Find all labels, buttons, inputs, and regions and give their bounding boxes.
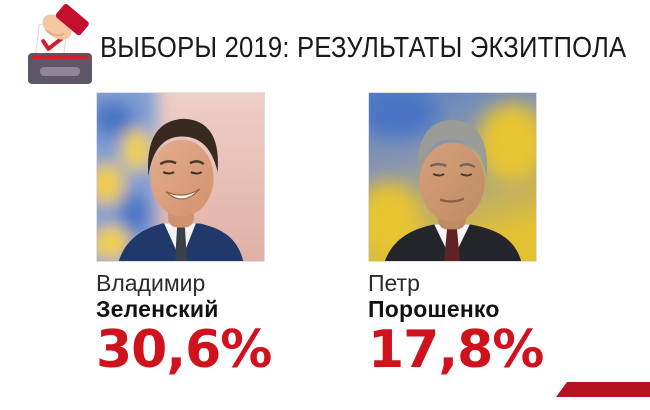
checkmark-icon: [41, 35, 65, 51]
hand-finger-line: [45, 29, 65, 37]
eye: [460, 173, 473, 177]
candidate-photo-zelensky: [96, 92, 265, 262]
poroshenko-figure: [384, 119, 522, 261]
candidate-last-name: Порошенко: [368, 296, 500, 322]
face: [150, 139, 214, 217]
face: [419, 142, 485, 222]
candidate-card-poroshenko: Петр Порошенко 17,8%: [368, 92, 544, 380]
candidate-first-name: Петр: [368, 270, 420, 296]
ballot-box-slot-stripe: [32, 55, 88, 59]
eye: [190, 171, 203, 175]
tie: [175, 227, 187, 261]
candidate-last-name: Зеленский: [96, 296, 219, 322]
eyebrow: [159, 160, 177, 166]
ballot-box-icon-graphic: [28, 4, 92, 84]
eyebrow: [459, 163, 476, 169]
mouth: [439, 197, 465, 203]
corner-ribbon: [556, 382, 650, 397]
sleeve-cuff: [55, 4, 89, 36]
ballot-box-slot: [40, 67, 80, 76]
candidate-first-name: Владимир: [96, 270, 206, 296]
eye: [162, 171, 175, 175]
candidate-photo-poroshenko: [368, 92, 537, 262]
eyebrow: [189, 160, 205, 166]
page-title: ВЫБОРЫ 2019: РЕЗУЛЬТАТЫ ЭКЗИТПОЛА: [100, 32, 627, 64]
eyebrow: [429, 162, 447, 168]
smile: [165, 188, 201, 200]
tie: [444, 228, 460, 261]
candidate-result: 30,6%: [96, 320, 272, 380]
eye: [432, 173, 445, 177]
ukraine-flag-background: [97, 93, 157, 261]
ballot-box-icon: [10, 0, 100, 92]
zelensky-figure: [118, 118, 244, 261]
candidate-result: 17,8%: [368, 320, 544, 380]
candidate-card-zelensky: Владимир Зеленский 30,6%: [96, 92, 272, 380]
hair: [417, 119, 488, 180]
hair: [148, 118, 218, 177]
